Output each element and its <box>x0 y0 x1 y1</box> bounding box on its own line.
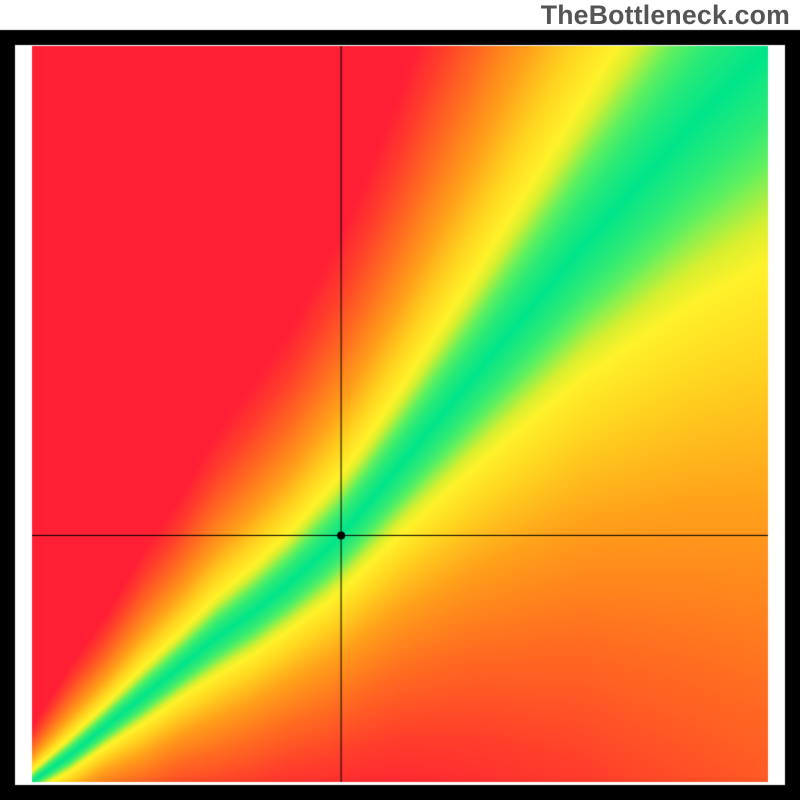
watermark-text: TheBottleneck.com <box>541 0 790 31</box>
bottleneck-heatmap <box>0 0 800 800</box>
chart-root: TheBottleneck.com <box>0 0 800 800</box>
